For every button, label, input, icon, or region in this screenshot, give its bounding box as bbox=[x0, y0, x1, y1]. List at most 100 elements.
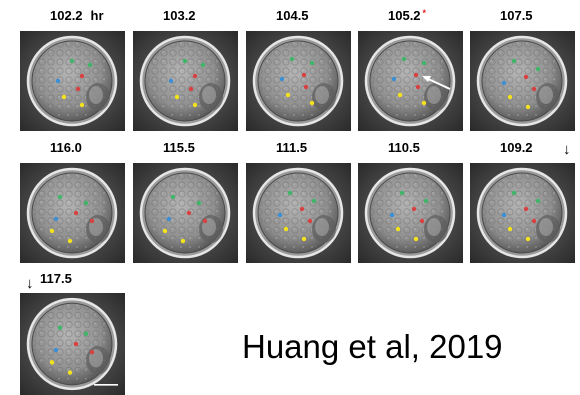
green-cell-marker bbox=[311, 198, 317, 204]
green-cell-marker bbox=[83, 331, 89, 337]
arrow-down-icon: ↓ bbox=[26, 275, 34, 292]
embryo-image-panel bbox=[246, 163, 351, 263]
green-cell-marker bbox=[57, 194, 63, 200]
red-cell-marker bbox=[301, 72, 307, 78]
timepoint-value: 105.2 bbox=[388, 8, 421, 23]
yellow-cell-marker bbox=[395, 226, 401, 232]
green-cell-marker bbox=[69, 58, 75, 64]
red-cell-marker bbox=[202, 218, 208, 224]
yellow-cell-marker bbox=[507, 226, 513, 232]
yellow-cell-marker bbox=[285, 92, 291, 98]
yellow-cell-marker bbox=[413, 236, 419, 242]
green-cell-marker bbox=[196, 200, 202, 206]
timepoint-label: 103.2 bbox=[163, 8, 196, 23]
embryo-image-panel bbox=[20, 163, 125, 263]
timepoint-label: 111.5 bbox=[276, 140, 307, 155]
embryo-image-panel bbox=[358, 31, 463, 131]
blue-cell-marker bbox=[501, 80, 507, 86]
red-cell-marker bbox=[79, 73, 85, 79]
yellow-cell-marker bbox=[192, 102, 198, 108]
yellow-cell-marker bbox=[507, 94, 513, 100]
red-cell-marker bbox=[419, 218, 425, 224]
green-cell-marker bbox=[511, 190, 517, 196]
timepoint-label: 115.5 bbox=[163, 140, 195, 155]
red-cell-marker bbox=[523, 206, 529, 212]
red-cell-marker bbox=[75, 86, 81, 92]
embryo-image-panel bbox=[358, 163, 463, 263]
yellow-cell-marker bbox=[49, 228, 55, 234]
embryo-image-panel bbox=[133, 163, 238, 263]
timepoint-value: 102.2 bbox=[50, 8, 83, 23]
blue-cell-marker bbox=[166, 216, 172, 222]
green-cell-marker bbox=[287, 190, 293, 196]
asterisk-marker: * bbox=[422, 8, 427, 18]
yellow-cell-marker bbox=[49, 360, 55, 365]
timepoint-label: 104.5 bbox=[276, 8, 309, 23]
timepoint-value: 117.5 bbox=[40, 271, 72, 286]
yellow-cell-marker bbox=[61, 94, 67, 100]
red-cell-marker bbox=[186, 210, 192, 216]
yellow-cell-marker bbox=[309, 100, 315, 106]
arrow-down-icon: ↓ bbox=[563, 141, 571, 158]
timepoint-label: 110.5 bbox=[388, 140, 420, 155]
green-cell-marker bbox=[200, 62, 206, 68]
red-cell-marker bbox=[73, 210, 79, 216]
timepoint-value: 110.5 bbox=[388, 140, 420, 155]
green-cell-marker bbox=[182, 58, 188, 64]
embryo-image-panel bbox=[246, 31, 351, 131]
green-cell-marker bbox=[511, 58, 517, 64]
red-cell-marker bbox=[413, 72, 419, 78]
timepoint-label: 102.2 hr bbox=[50, 8, 104, 23]
red-cell-marker bbox=[299, 206, 305, 212]
blue-cell-marker bbox=[279, 76, 285, 82]
yellow-cell-marker bbox=[180, 238, 186, 244]
blue-cell-marker bbox=[53, 216, 59, 222]
yellow-cell-marker bbox=[421, 100, 427, 106]
yellow-cell-marker bbox=[162, 228, 168, 234]
red-cell-marker bbox=[89, 218, 95, 224]
green-cell-marker bbox=[423, 198, 429, 204]
embryo-image-panel bbox=[133, 31, 238, 131]
blue-cell-marker bbox=[55, 78, 61, 84]
timepoint-value: 115.5 bbox=[163, 140, 195, 155]
timepoint-label: 109.2 bbox=[500, 140, 533, 155]
yellow-cell-marker bbox=[67, 238, 73, 244]
embryo-image-panel bbox=[470, 163, 575, 263]
timepoint-label: 116.0 bbox=[50, 140, 82, 155]
citation-text: Huang et al, 2019 bbox=[242, 328, 503, 365]
white-arrow-icon bbox=[422, 76, 451, 90]
timepoint-label: 105.2 * bbox=[388, 8, 426, 23]
green-cell-marker bbox=[170, 194, 176, 200]
red-cell-marker bbox=[415, 84, 421, 90]
yellow-cell-marker bbox=[283, 226, 289, 232]
yellow-cell-marker bbox=[525, 104, 531, 110]
timepoint-value: 103.2 bbox=[163, 8, 196, 23]
green-cell-marker bbox=[83, 200, 89, 206]
red-cell-marker bbox=[531, 86, 537, 92]
yellow-cell-marker bbox=[174, 94, 180, 100]
red-cell-marker bbox=[89, 349, 95, 355]
embryo-image-panel bbox=[20, 293, 125, 395]
timepoint-value: 104.5 bbox=[276, 8, 309, 23]
red-cell-marker bbox=[531, 218, 537, 224]
red-cell-marker bbox=[73, 341, 79, 347]
green-cell-marker bbox=[535, 198, 541, 204]
green-cell-marker bbox=[87, 62, 93, 68]
yellow-cell-marker bbox=[67, 370, 73, 375]
green-cell-marker bbox=[289, 56, 295, 62]
red-cell-marker bbox=[523, 74, 529, 80]
blue-cell-marker bbox=[501, 212, 507, 218]
yellow-cell-marker bbox=[525, 236, 531, 242]
embryo-image-panel bbox=[20, 31, 125, 131]
green-cell-marker bbox=[535, 66, 541, 72]
blue-cell-marker bbox=[389, 212, 395, 218]
yellow-cell-marker bbox=[301, 236, 307, 242]
green-cell-marker bbox=[401, 56, 407, 62]
embryo-image-panel bbox=[470, 31, 575, 131]
red-cell-marker bbox=[188, 86, 194, 92]
green-cell-marker bbox=[309, 60, 315, 66]
green-cell-marker bbox=[57, 325, 63, 330]
blue-cell-marker bbox=[391, 76, 397, 82]
green-cell-marker bbox=[421, 60, 427, 66]
red-cell-marker bbox=[303, 84, 309, 90]
